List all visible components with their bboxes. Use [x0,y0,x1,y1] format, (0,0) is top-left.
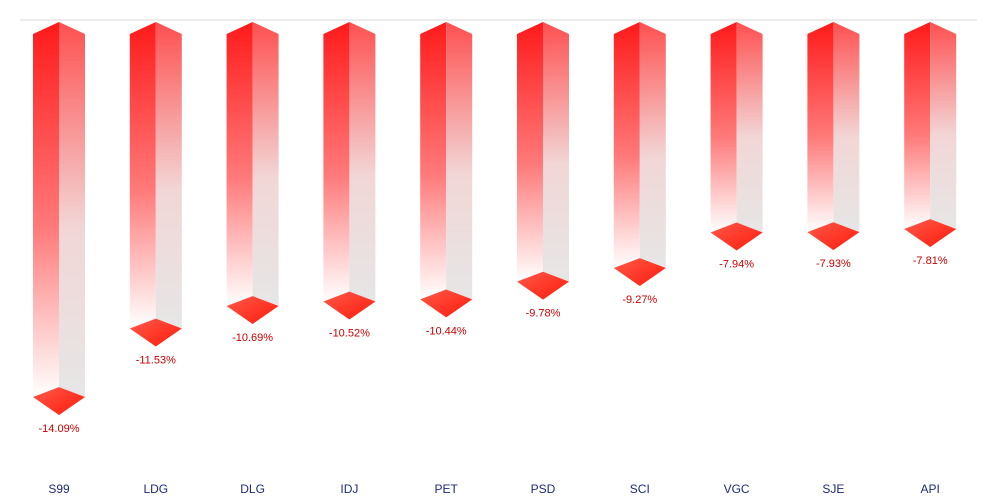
data-label-sje: -7.93% [816,258,851,270]
bar-side-face [252,22,279,307]
category-label-vgc: VGC [724,482,750,496]
bar-cap [904,219,957,247]
bar-ldg [129,22,182,347]
bar-cap [33,387,85,415]
bar-side-face [833,22,860,233]
bar-front-face [226,22,253,307]
bar-cap [807,222,860,251]
bar-cap [613,258,666,287]
bar-idj [323,22,376,320]
bar-side-face [639,22,666,269]
bar-side-face [446,22,473,300]
data-label-idj: -10.52% [329,327,370,339]
bar-psd [517,22,569,300]
category-label-idj: IDJ [340,482,358,496]
category-label-api: API [921,482,940,496]
data-label-sci: -9.27% [622,294,657,306]
bar-side-face [930,22,957,229]
bar-front-face [613,22,640,269]
bar-front-face [807,22,834,233]
bar-side-face [155,22,182,329]
data-label-s99: -14.09% [39,423,80,435]
bar-cap [323,291,376,320]
category-label-sci: SCI [630,482,650,496]
category-label-ldg: LDG [143,482,168,496]
bar-sci [613,22,666,287]
bar-front-face [33,22,59,397]
bar-side-face [736,22,763,233]
category-label-dlg: DLG [240,482,265,496]
category-label-psd: PSD [531,482,556,496]
data-label-dlg: -10.69% [232,332,273,344]
bar-api [904,22,957,247]
bar-front-face [420,22,447,300]
category-label-sje: SJE [822,482,844,496]
category-label-pet: PET [435,482,459,496]
data-label-psd: -9.78% [526,308,561,320]
data-label-pet: -10.44% [426,325,467,337]
bars-layer [33,22,957,415]
data-label-api: -7.81% [913,255,948,267]
bar-cap [129,318,182,347]
data-label-vgc: -7.94% [719,258,754,270]
bar-s99 [33,22,85,415]
labels-layer: -14.09% S99 -11.53% LDG -10.69% DLG -10.52% IDJ… [39,255,948,496]
bar-cap [420,289,473,318]
bar-side-face [349,22,376,302]
bar-front-face [517,22,543,282]
bar-front-face [904,22,931,229]
bar-side-face [543,22,569,282]
bar-cap [710,222,763,251]
bar-dlg [226,22,279,325]
bar-front-face [710,22,737,233]
bar-pet [420,22,473,318]
bar-front-face [323,22,350,302]
data-label-ldg: -11.53% [136,355,176,367]
category-label-s99: S99 [48,482,70,496]
bar-vgc [710,22,763,251]
bar-cap [517,271,569,300]
bar-cap [226,296,279,325]
bar-sje [807,22,860,251]
bar-front-face [129,22,156,329]
bar-side-face [59,22,85,397]
